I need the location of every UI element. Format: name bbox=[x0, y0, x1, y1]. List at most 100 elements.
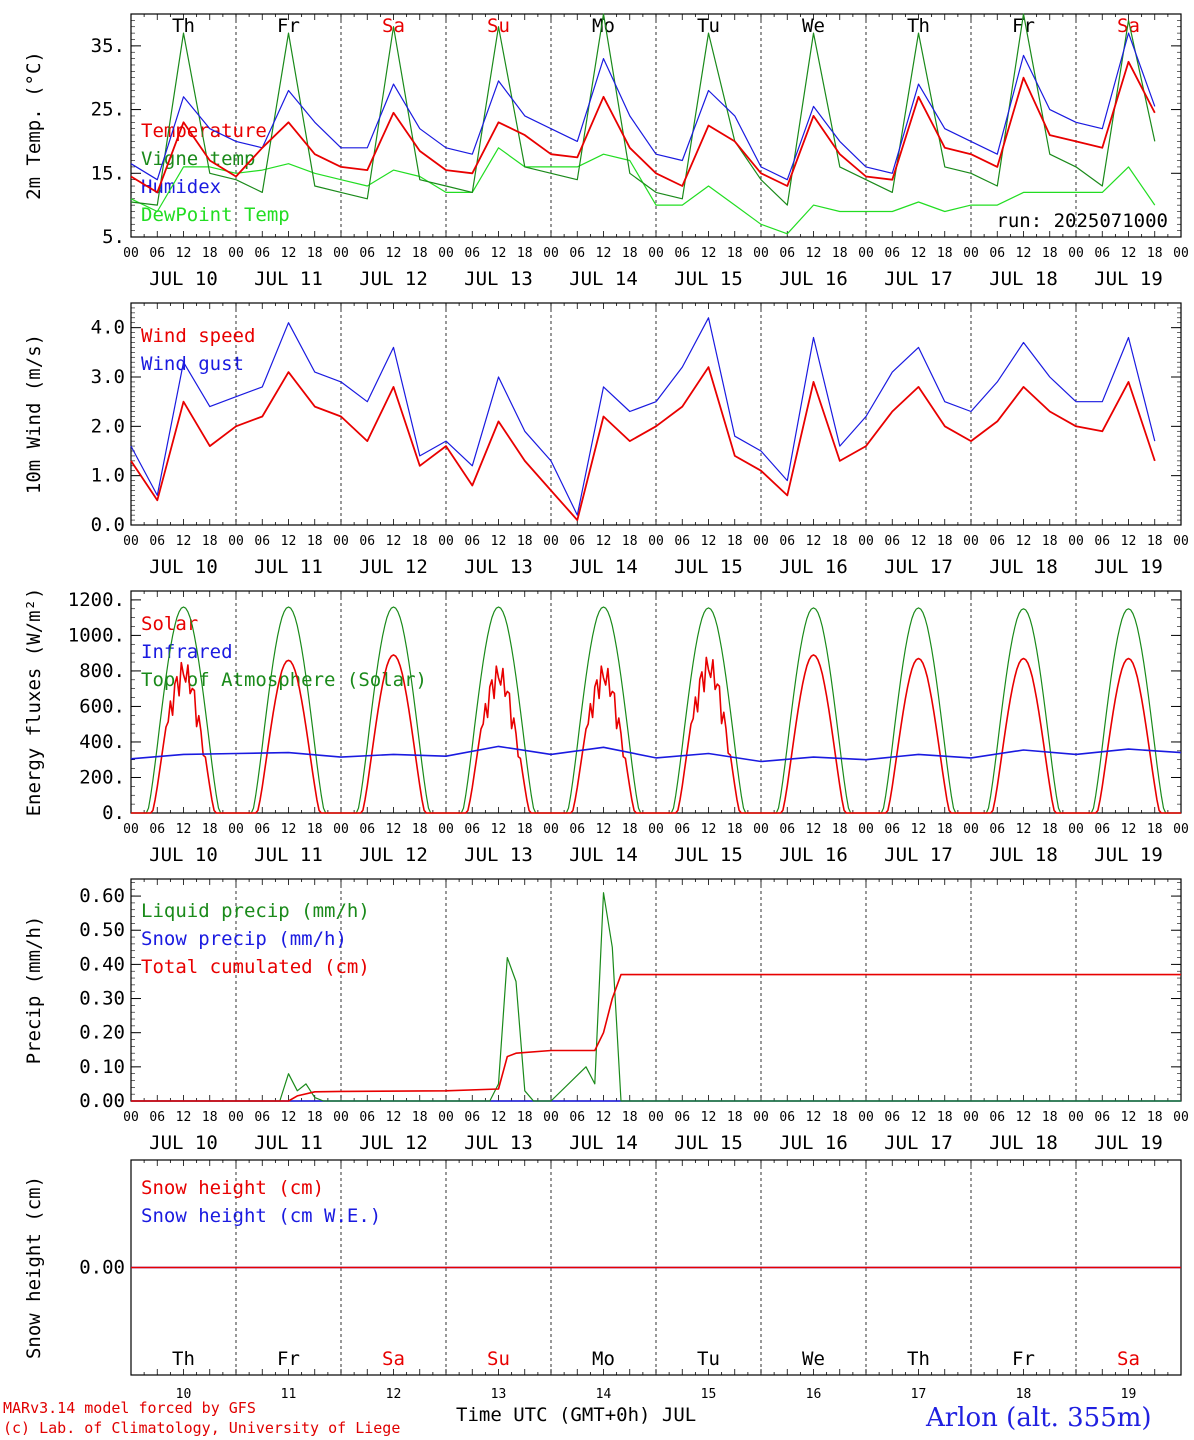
hour-tick-label: 18 bbox=[1147, 822, 1163, 837]
date-label: JUL 16 bbox=[779, 268, 848, 290]
hour-tick-label: 12 bbox=[491, 822, 507, 837]
date-label: JUL 14 bbox=[569, 268, 638, 290]
date-label: JUL 10 bbox=[149, 1132, 218, 1154]
weekday-label: Tu bbox=[697, 1348, 720, 1370]
hour-tick-label: 06 bbox=[569, 246, 585, 261]
hour-tick-label: 12 bbox=[176, 822, 192, 837]
date-label: JUL 14 bbox=[569, 844, 638, 866]
hour-tick-label: 12 bbox=[911, 534, 927, 549]
y-tick-label: 1.0 bbox=[91, 465, 125, 487]
hour-tick-label: 00 bbox=[858, 246, 874, 261]
hour-tick-label: 12 bbox=[1121, 246, 1137, 261]
run-label: run: 2025071000 bbox=[996, 210, 1168, 232]
y-tick-label: 0. bbox=[102, 802, 125, 824]
weekday-label: Fr bbox=[1012, 1348, 1035, 1370]
hour-tick-label: 12 bbox=[281, 246, 297, 261]
total-cumulated-line bbox=[131, 973, 1181, 1102]
temperature-line bbox=[130, 60, 1156, 194]
hour-tick-label: 00 bbox=[123, 1110, 139, 1125]
weekday-label: Fr bbox=[1012, 15, 1035, 37]
hour-tick-label: 18 bbox=[622, 1110, 638, 1125]
hour-tick-label: 00 bbox=[228, 534, 244, 549]
weekday-label: Su bbox=[487, 1348, 510, 1370]
weekday-label: Sa bbox=[382, 15, 405, 37]
legend-entry: Snow height (cm) bbox=[141, 1177, 324, 1199]
hour-tick-label: 06 bbox=[884, 246, 900, 261]
hour-tick-label: 00 bbox=[333, 534, 349, 549]
hour-tick-label: 12 bbox=[911, 822, 927, 837]
date-label: JUL 14 bbox=[569, 556, 638, 578]
weekday-label: Tu bbox=[697, 15, 720, 37]
hour-tick-label: 06 bbox=[674, 1110, 690, 1125]
weekday-label: Su bbox=[487, 15, 510, 37]
hour-tick-label: 12 bbox=[386, 534, 402, 549]
hour-tick-label: 06 bbox=[884, 822, 900, 837]
hour-tick-label: 12 bbox=[911, 1110, 927, 1125]
lab-credit: (c) Lab. of Climatology, University of L… bbox=[3, 1419, 401, 1437]
date-label: JUL 12 bbox=[359, 268, 428, 290]
hour-tick-label: 12 bbox=[806, 1110, 822, 1125]
hour-tick-label: 06 bbox=[254, 1110, 270, 1125]
hour-tick-label: 18 bbox=[517, 822, 533, 837]
hour-tick-label: 06 bbox=[254, 822, 270, 837]
hour-tick-label: 00 bbox=[858, 822, 874, 837]
hour-tick-label: 06 bbox=[359, 1110, 375, 1125]
hour-tick-label: 12 bbox=[281, 1110, 297, 1125]
y-tick-label: 0.00 bbox=[79, 1257, 125, 1279]
hour-tick-label: 18 bbox=[202, 534, 218, 549]
date-label: JUL 15 bbox=[674, 268, 743, 290]
hour-tick-label: 12 bbox=[386, 1110, 402, 1125]
hour-tick-label: 00 bbox=[333, 1110, 349, 1125]
day-number-label: 18 bbox=[1016, 1387, 1032, 1402]
weekday-label: Mo bbox=[592, 1348, 615, 1370]
wind-speed-line bbox=[130, 366, 1156, 521]
wind-gust-line bbox=[130, 317, 1156, 516]
weekday-label: Th bbox=[172, 1348, 195, 1370]
hour-tick-label: 12 bbox=[386, 246, 402, 261]
hour-tick-label: 18 bbox=[727, 534, 743, 549]
date-label: JUL 15 bbox=[674, 844, 743, 866]
date-label: JUL 11 bbox=[254, 556, 323, 578]
y-tick-label: 0.10 bbox=[79, 1056, 125, 1078]
date-label: JUL 12 bbox=[359, 1132, 428, 1154]
hour-tick-label: 06 bbox=[779, 246, 795, 261]
hour-tick-label: 06 bbox=[569, 1110, 585, 1125]
y-tick-label: 400. bbox=[79, 731, 125, 753]
legend-entry: Infrared bbox=[141, 641, 233, 663]
hour-tick-label: 06 bbox=[779, 1110, 795, 1125]
infrared-line bbox=[130, 745, 1182, 763]
hour-tick-label: 12 bbox=[1121, 534, 1137, 549]
hour-tick-label: 00 bbox=[543, 822, 559, 837]
y-tick-label: 0.20 bbox=[79, 1022, 125, 1044]
hour-tick-label: 18 bbox=[937, 822, 953, 837]
hour-tick-label: 00 bbox=[753, 534, 769, 549]
hour-tick-label: 00 bbox=[963, 246, 979, 261]
hour-tick-label: 18 bbox=[202, 822, 218, 837]
hour-tick-label: 12 bbox=[701, 1110, 717, 1125]
hour-tick-label: 00 bbox=[438, 246, 454, 261]
hour-tick-label: 00 bbox=[228, 1110, 244, 1125]
hour-tick-label: 00 bbox=[543, 246, 559, 261]
weekday-label: Sa bbox=[1117, 1348, 1140, 1370]
legend-entry: Vigne temp bbox=[141, 148, 255, 170]
date-label: JUL 18 bbox=[989, 556, 1058, 578]
date-label: JUL 11 bbox=[254, 844, 323, 866]
hour-tick-label: 18 bbox=[1042, 1110, 1058, 1125]
date-label: JUL 13 bbox=[464, 844, 533, 866]
hour-tick-label: 18 bbox=[307, 246, 323, 261]
hour-tick-label: 06 bbox=[674, 822, 690, 837]
hour-tick-label: 00 bbox=[1173, 822, 1189, 837]
hour-tick-label: 06 bbox=[1094, 534, 1110, 549]
station-name: Arlon (alt. 355m) bbox=[926, 1403, 1152, 1433]
hour-tick-label: 06 bbox=[1094, 1110, 1110, 1125]
weekday-label: Th bbox=[172, 15, 195, 37]
y-axis-label: Snow height (cm) bbox=[23, 1176, 45, 1359]
y-axis-label: 2m Temp. (°C) bbox=[23, 51, 45, 200]
day-number-label: 12 bbox=[386, 1387, 402, 1402]
hour-tick-label: 06 bbox=[149, 822, 165, 837]
hour-tick-label: 00 bbox=[228, 822, 244, 837]
hour-tick-label: 00 bbox=[648, 1110, 664, 1125]
hour-tick-label: 18 bbox=[832, 1110, 848, 1125]
legend-entry: DewPoint Temp bbox=[141, 204, 290, 226]
